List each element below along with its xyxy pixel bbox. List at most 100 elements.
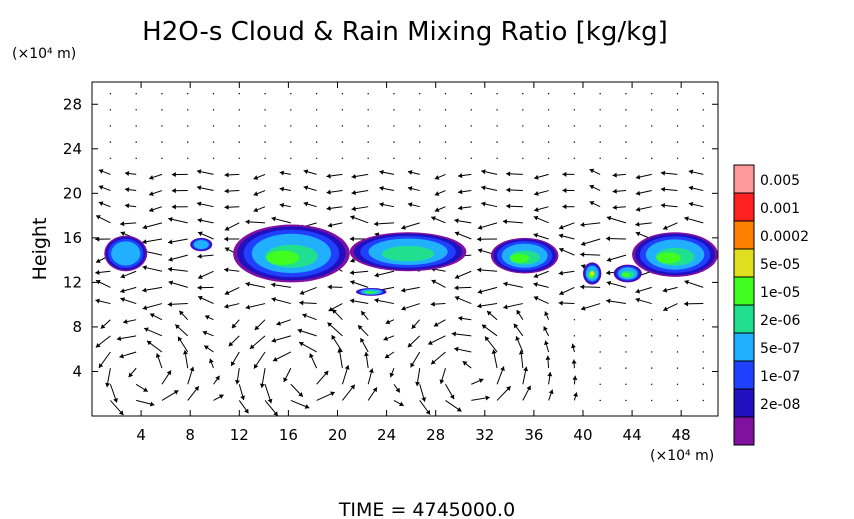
wind-arrow	[279, 202, 291, 208]
x-tick-label: 4	[136, 426, 146, 444]
wind-arrow	[612, 188, 626, 194]
wind-dot	[212, 157, 215, 159]
wind-dot	[315, 141, 318, 143]
wind-dot	[676, 109, 679, 111]
wind-arrow	[684, 216, 704, 224]
wind-dot	[187, 157, 189, 159]
wind-arrow	[303, 169, 317, 175]
x-tick-label: 8	[185, 426, 195, 444]
wind-dot	[315, 157, 318, 159]
wind-arrow	[502, 219, 523, 225]
wind-arrow	[427, 335, 446, 345]
wind-arrow	[431, 216, 446, 224]
colorbar-label: 5e-05	[760, 257, 800, 273]
wind-arrow	[271, 335, 291, 343]
wind-arrow	[238, 384, 246, 401]
wind-dot	[625, 109, 627, 111]
wind-arrow	[316, 391, 336, 401]
wind-arrow	[411, 319, 421, 330]
wind-arrow	[506, 203, 523, 209]
wind-dot	[341, 141, 344, 143]
wind-arrow	[401, 303, 420, 311]
wind-dot	[599, 318, 601, 321]
wind-dot	[238, 92, 240, 95]
wind-arrow	[533, 215, 549, 224]
wind-dot	[135, 141, 137, 143]
wind-arrow	[253, 351, 266, 369]
wind-arrow	[543, 326, 550, 337]
wind-arrow	[663, 303, 678, 312]
wind-arrow	[95, 279, 111, 288]
wind-arrow	[290, 399, 310, 409]
wind-arrow	[298, 341, 317, 353]
wind-arrow	[187, 366, 195, 385]
wind-arrow	[100, 319, 111, 330]
wind-arrow	[516, 309, 524, 320]
wind-arrow	[142, 238, 163, 245]
wind-dot	[625, 335, 627, 337]
wind-arrow	[439, 367, 446, 385]
wind-arrow	[328, 303, 343, 312]
wind-arrow	[155, 353, 163, 369]
wind-arrow	[197, 285, 214, 291]
wind-arrow	[271, 282, 291, 288]
wind-arrow	[299, 300, 317, 306]
wind-arrow	[545, 355, 551, 369]
wind-arrow	[342, 384, 356, 401]
wind-dot	[419, 125, 421, 127]
wind-arrow	[363, 351, 369, 369]
wind-arrow	[503, 281, 523, 288]
wind-arrow	[177, 336, 189, 353]
wind-dot	[393, 157, 395, 159]
wind-dot	[444, 125, 447, 127]
wind-arrow	[589, 168, 601, 175]
wind-arrow	[431, 279, 446, 288]
cloud-region	[582, 262, 602, 285]
colorbar-swatch	[734, 277, 754, 305]
wind-arrow	[105, 368, 111, 388]
wind-dot	[470, 157, 472, 159]
wind-arrow	[351, 173, 369, 179]
wind-arrow	[401, 286, 420, 293]
wind-dot	[341, 157, 344, 159]
wind-arrow	[350, 280, 369, 288]
wind-dot	[419, 109, 421, 111]
wind-arrow	[224, 172, 240, 178]
y-tick-label: 4	[72, 362, 82, 380]
x-tick-label: 48	[672, 426, 691, 444]
wind-dot	[496, 92, 498, 95]
wind-arrow	[559, 286, 575, 296]
wind-arrow	[451, 331, 472, 337]
wind-dot	[161, 125, 163, 127]
wind-arrow	[477, 303, 498, 309]
wind-arrow	[383, 335, 395, 341]
wind-dot	[573, 109, 576, 111]
wind-arrow	[635, 206, 652, 212]
wind-dot	[161, 157, 163, 159]
wind-arrow	[148, 206, 163, 213]
wind-arrow	[245, 281, 266, 288]
wind-dot	[367, 109, 369, 111]
wind-arrow	[135, 383, 149, 393]
colorbar: 0.005 0.001 0.0002 5e-05 1e-05 2e-06 5e-07 1e-0…	[733, 164, 809, 446]
wind-arrow	[332, 308, 343, 321]
wind-arrow	[481, 201, 498, 208]
wind-dot	[651, 109, 653, 111]
wind-arrow	[558, 247, 575, 256]
wind-arrow	[688, 169, 704, 175]
wind-arrow	[547, 372, 553, 385]
wind-arrow	[341, 365, 350, 385]
wind-arrow	[228, 335, 240, 347]
colorbar-label: 0.005	[760, 173, 800, 189]
wind-dot	[573, 318, 576, 321]
wind-arrow	[327, 222, 343, 228]
wind-arrow	[264, 400, 279, 417]
wind-dot	[599, 109, 601, 111]
wind-dot	[522, 141, 524, 143]
wind-arrow	[379, 202, 395, 208]
wind-arrow	[434, 206, 446, 212]
x-tick-label: 20	[328, 426, 347, 444]
wind-arrow	[534, 190, 549, 196]
wind-arrow	[457, 189, 472, 195]
